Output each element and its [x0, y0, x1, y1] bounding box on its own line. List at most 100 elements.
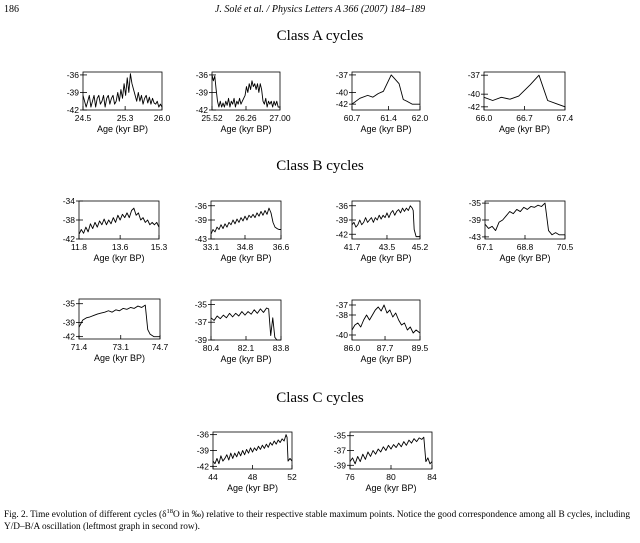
cycle-panel-2: -36 -39 -42 25.52 26.26 27.00 Age (kyr BP) [186, 68, 291, 136]
plot-area: -35 -37 -39 76 80 84 Age (kyr BP) [334, 431, 437, 493]
plot-frame [78, 298, 161, 340]
x-tick-label: 67.4 [557, 113, 574, 123]
y-tick-label: -37 [336, 70, 349, 80]
x-tick-label: 26.0 [154, 113, 171, 123]
x-axis-label: Age (kyr BP) [499, 124, 550, 134]
series-line [78, 207, 160, 235]
section-title-class-a: Class A cycles [276, 28, 364, 44]
series-line [349, 436, 433, 465]
cycle-panel-11: -37 -38 -40 86.0 87.7 89.5 Age (kyr BP) [326, 296, 429, 366]
x-tick-label: 41.7 [344, 242, 361, 252]
x-tick-label: 89.5 [412, 343, 429, 353]
x-tick-label: 44 [208, 472, 218, 482]
plot-frame [351, 299, 421, 341]
x-axis-label: Age (kyr BP) [365, 483, 416, 493]
y-tick-label: -37 [334, 446, 347, 456]
x-tick-label: 43.5 [379, 242, 396, 252]
y-tick-label: -36 [196, 70, 209, 80]
series-line [210, 207, 281, 235]
cycle-chart: -35 -37 -39 76 80 84 Age (kyr BP) [334, 431, 437, 493]
x-tick-label: 74.7 [152, 342, 169, 352]
running-head: 186 J. Solé et al. / Physics Letters A 3… [0, 4, 640, 18]
x-axis-label: Age (kyr BP) [499, 253, 550, 263]
y-tick-label: -42 [63, 234, 76, 244]
y-tick-label: -38 [63, 215, 76, 225]
y-tick-label: -39 [67, 87, 80, 97]
series-line [351, 74, 420, 105]
y-tick-label: -42 [468, 102, 481, 112]
y-tick-label: -37 [195, 317, 208, 327]
y-tick-label: -43 [195, 234, 208, 244]
plot-frame [349, 431, 433, 470]
y-tick-label: -39 [195, 215, 208, 225]
y-tick-label: -42 [197, 461, 210, 471]
x-axis-label: Age (kyr BP) [220, 354, 271, 364]
x-axis-label: Age (kyr BP) [360, 253, 411, 263]
cycle-panel-13: -35 -37 -39 76 80 84 Age (kyr BP) [324, 428, 440, 495]
y-tick-label: -42 [336, 229, 349, 239]
x-axis-label: Age (kyr BP) [227, 483, 278, 493]
x-tick-label: 62.0 [412, 113, 429, 123]
x-axis-label: Age (kyr BP) [360, 124, 411, 134]
series-line [211, 74, 280, 108]
x-tick-label: 71.4 [71, 342, 88, 352]
x-axis-label: Age (kyr BP) [220, 253, 271, 263]
y-tick-label: -36 [67, 70, 80, 80]
y-tick-label: -42 [67, 105, 80, 115]
y-tick-label: -42 [63, 332, 76, 342]
y-tick-label: -39 [195, 335, 208, 345]
x-tick-label: 25.52 [201, 113, 223, 123]
caption-tail: O in ‰) relative to their respective sta… [4, 510, 630, 532]
x-axis-label: Age (kyr BP) [94, 353, 145, 363]
y-tick-label: -36 [195, 201, 208, 211]
plot-frame [351, 71, 421, 111]
y-tick-label: -40 [336, 87, 349, 97]
x-tick-label: 87.7 [377, 343, 394, 353]
y-tick-label: -42 [196, 105, 209, 115]
plot-frame [82, 71, 163, 111]
y-tick-label: -39 [63, 318, 76, 328]
y-tick-label: -39 [336, 215, 349, 225]
x-axis-label: Age (kyr BP) [220, 124, 271, 134]
x-tick-label: 48 [248, 472, 258, 482]
y-tick-label: -35 [469, 198, 482, 208]
y-tick-label: -40 [336, 330, 349, 340]
x-tick-label: 13.6 [112, 242, 129, 252]
journal-reference: J. Solé et al. / Physics Letters A 366 (… [214, 4, 426, 15]
x-axis-label: Age (kyr BP) [360, 354, 411, 364]
y-tick-label: -38 [336, 310, 349, 320]
cycle-panel-8: -35 -39 -43 67.1 68.8 70.5 Age (kyr BP) [459, 197, 574, 265]
series-line [351, 205, 420, 238]
cycle-panel-6: -36 -39 -43 33.1 34.8 36.6 Age (kyr BP) [185, 197, 290, 265]
series-line [484, 202, 565, 236]
series-line [82, 73, 163, 108]
x-tick-label: 67.1 [477, 242, 494, 252]
cycle-panel-9: -35 -39 -42 71.4 73.1 74.7 Age (kyr BP) [53, 295, 169, 365]
page-number: 186 [4, 4, 19, 15]
series-line [78, 304, 160, 338]
series-line [351, 304, 421, 334]
y-tick-label: -39 [196, 87, 209, 97]
x-tick-label: 45.2 [412, 242, 429, 252]
y-tick-label: -42 [336, 99, 349, 109]
series-line [210, 307, 281, 341]
cycle-panel-4: -37 -40 -42 66.0 66.7 67.4 Age (kyr BP) [458, 68, 574, 136]
x-tick-label: 73.1 [112, 342, 129, 352]
x-tick-label: 83.8 [273, 343, 290, 353]
y-tick-label: -39 [469, 215, 482, 225]
cycle-panel-3: -37 -40 -42 60.7 61.4 62.0 Age (kyr BP) [326, 68, 429, 136]
series-line [212, 434, 293, 465]
cycle-panel-5: -34 -38 -42 11.8 13.6 15.3 Age (kyr BP) [53, 196, 168, 265]
x-tick-label: 60.7 [344, 113, 361, 123]
x-tick-label: 76 [345, 472, 355, 482]
